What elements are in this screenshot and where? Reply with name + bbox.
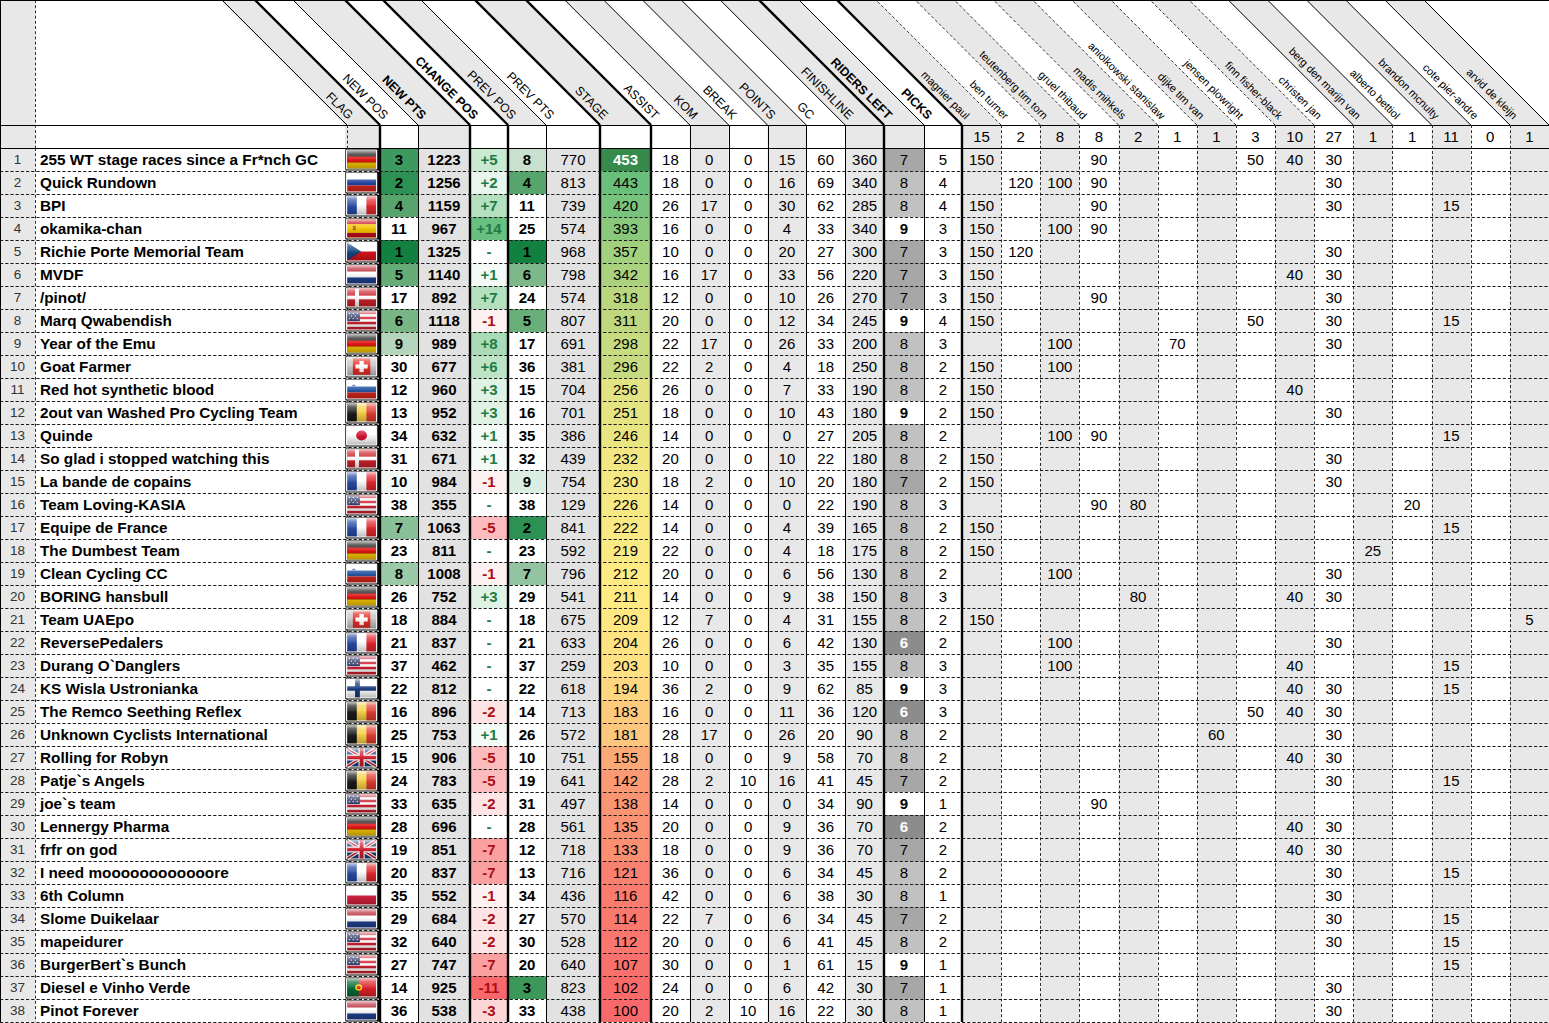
svg-text:teutenberg tim torn: teutenberg tim torn	[977, 48, 1050, 121]
